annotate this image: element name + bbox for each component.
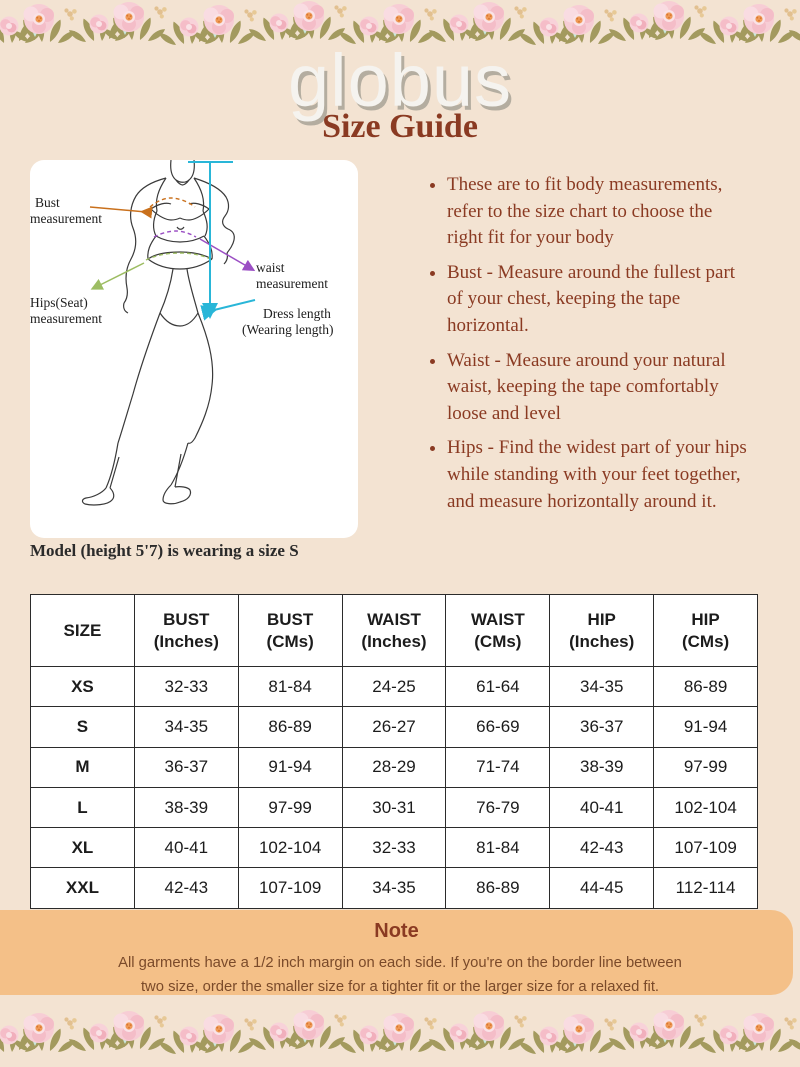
svg-text:measurement: measurement	[30, 311, 102, 326]
svg-text:measurement: measurement	[30, 211, 102, 226]
svg-text:Dress length: Dress length	[263, 306, 331, 321]
svg-text:measurement: measurement	[256, 276, 328, 291]
svg-text:Bust: Bust	[35, 195, 60, 210]
svg-text:waist: waist	[256, 260, 285, 275]
svg-text:(Wearing length): (Wearing length)	[242, 322, 334, 337]
svg-text:Hips(Seat): Hips(Seat)	[30, 295, 88, 310]
